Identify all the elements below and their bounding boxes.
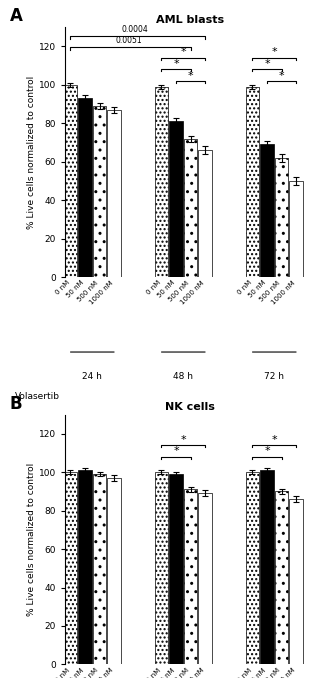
Text: 0 nM: 0 nM	[145, 279, 162, 296]
Text: *: *	[264, 446, 270, 456]
Y-axis label: % Live cells normalized to control: % Live cells normalized to control	[27, 75, 36, 228]
Text: *: *	[180, 47, 186, 58]
Bar	[108, 478, 121, 664]
Text: 0 nM: 0 nM	[236, 279, 253, 296]
Bar	[78, 471, 92, 664]
Text: 24 h: 24 h	[82, 372, 102, 381]
Text: 500 nM: 500 nM	[168, 279, 190, 302]
Text: A: A	[10, 7, 23, 25]
Bar	[108, 110, 121, 277]
Text: *: *	[279, 71, 284, 81]
Text: *: *	[271, 47, 277, 58]
Bar	[260, 144, 274, 277]
Text: 500 nM: 500 nM	[259, 279, 281, 302]
Text: *: *	[188, 71, 193, 81]
Text: *: *	[180, 435, 186, 445]
Bar	[78, 98, 92, 277]
Text: 50 nM: 50 nM	[247, 667, 267, 678]
Text: 500 nM: 500 nM	[259, 667, 281, 678]
Bar	[64, 472, 77, 664]
Text: B: B	[10, 395, 22, 412]
Text: 1000 nM: 1000 nM	[179, 279, 205, 306]
Text: *: *	[173, 446, 179, 456]
Title: NK cells: NK cells	[165, 402, 215, 412]
Text: 48 h: 48 h	[173, 372, 193, 381]
Text: 500 nM: 500 nM	[168, 667, 190, 678]
Y-axis label: % Live cells normalized to control: % Live cells normalized to control	[27, 463, 36, 616]
Text: 0 nM: 0 nM	[54, 667, 71, 678]
Bar	[260, 471, 274, 664]
Text: 1000 nM: 1000 nM	[270, 279, 296, 306]
Bar	[275, 158, 288, 277]
Bar	[290, 181, 303, 277]
Text: 0 nM: 0 nM	[145, 667, 162, 678]
Text: 500 nM: 500 nM	[77, 279, 99, 302]
Bar	[169, 121, 183, 277]
Bar	[64, 85, 77, 277]
Text: 1000 nM: 1000 nM	[270, 667, 296, 678]
Text: 500 nM: 500 nM	[77, 667, 99, 678]
Bar	[246, 472, 259, 664]
Bar	[155, 87, 168, 277]
Text: 72 h: 72 h	[264, 372, 284, 381]
Text: 50 nM: 50 nM	[156, 279, 176, 299]
Bar	[93, 106, 106, 277]
Text: 50 nM: 50 nM	[156, 667, 176, 678]
Text: 0.0051: 0.0051	[115, 37, 142, 45]
Text: *: *	[271, 435, 277, 445]
Bar	[169, 474, 183, 664]
Text: 50 nM: 50 nM	[65, 279, 85, 299]
Bar	[246, 87, 259, 277]
Bar	[199, 494, 212, 664]
Text: *: *	[173, 59, 179, 69]
Title: AML blasts: AML blasts	[156, 15, 224, 25]
Text: Volasertib: Volasertib	[15, 392, 60, 401]
Text: 50 nM: 50 nM	[247, 279, 267, 299]
Text: 0 nM: 0 nM	[54, 279, 71, 296]
Text: 1000 nM: 1000 nM	[88, 279, 114, 306]
Bar	[275, 492, 288, 664]
Text: 1000 nM: 1000 nM	[179, 667, 205, 678]
Text: 1000 nM: 1000 nM	[88, 667, 114, 678]
Text: 50 nM: 50 nM	[65, 667, 85, 678]
Bar	[184, 490, 197, 664]
Text: *: *	[264, 59, 270, 69]
Text: 0 nM: 0 nM	[236, 667, 253, 678]
Bar	[93, 474, 106, 664]
Bar	[184, 138, 197, 277]
Bar	[290, 499, 303, 664]
Text: 0.0004: 0.0004	[122, 25, 149, 34]
Bar	[199, 150, 212, 277]
Bar	[155, 472, 168, 664]
